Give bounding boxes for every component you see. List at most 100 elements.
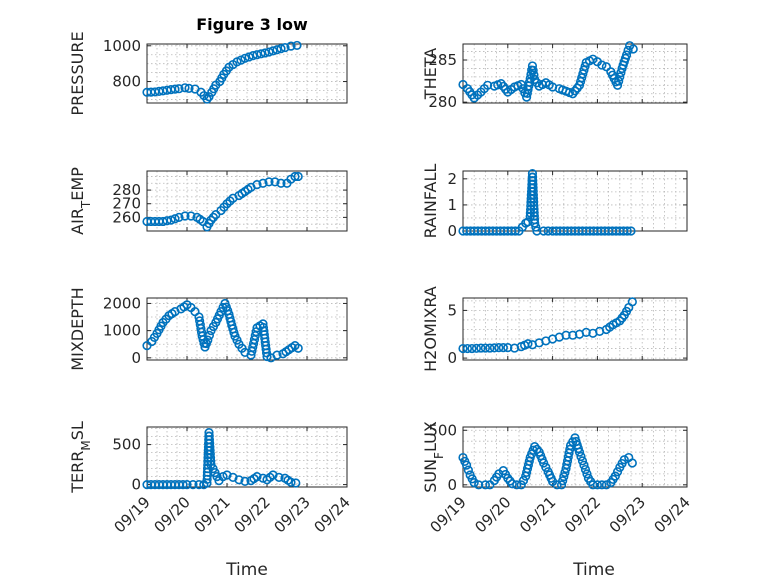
data-point (601, 480, 611, 490)
data-point (559, 472, 569, 482)
data-point (539, 226, 549, 236)
data-point (180, 83, 190, 93)
data-point (480, 343, 491, 353)
data-point (489, 343, 499, 353)
data-point (276, 178, 286, 188)
y-tick-label: 285 (428, 51, 457, 69)
data-point (290, 171, 300, 182)
x-tick-label: 09/22 (561, 493, 604, 536)
data-point (512, 480, 522, 490)
data-point (188, 480, 198, 490)
y-axis-label: AIRTEMP (68, 167, 93, 235)
data-point (467, 343, 477, 354)
subplot-4: 0 1 2 RAINFALL (421, 164, 688, 240)
data-point (186, 211, 196, 221)
data-point (485, 343, 495, 353)
data-point (527, 61, 538, 71)
data-point (258, 178, 268, 188)
x-tick-label: 09/23 (606, 493, 649, 536)
data-point (204, 330, 214, 340)
y-tick-label: 500 (112, 436, 141, 454)
data-point (541, 462, 551, 472)
data-point (471, 343, 482, 353)
data-point (286, 41, 296, 51)
data-point (627, 297, 637, 307)
data-point (474, 480, 484, 490)
data-point (272, 45, 282, 55)
y-axis-label: TERRMSL (68, 421, 93, 494)
data-point (180, 211, 190, 221)
data-point (178, 480, 188, 490)
data-point (531, 222, 541, 232)
data-point (623, 45, 633, 55)
data-point (580, 61, 590, 71)
data-point (280, 42, 290, 53)
data-point (494, 343, 504, 353)
data-point (626, 226, 636, 236)
axes-box (462, 43, 688, 104)
data-point (580, 464, 591, 475)
x-tick-label: 09/24 (651, 493, 694, 536)
y-tick-label: 0 (447, 349, 457, 367)
data-point (240, 476, 250, 487)
subplot-8: 09/19 09/20 09/21 09/22 09/23 09/24 0 500SUNFLU… (421, 421, 694, 536)
y-tick-label: 280 (428, 93, 457, 111)
data-point (621, 50, 632, 60)
data-point (240, 53, 250, 63)
data-point (203, 335, 213, 345)
axes-box (146, 426, 348, 488)
data-point (264, 47, 274, 57)
data-point (206, 215, 216, 225)
data-point (480, 480, 491, 490)
data-point (597, 480, 607, 490)
data-point (293, 171, 303, 182)
data-point (612, 80, 623, 90)
data-point (579, 460, 589, 470)
data-point (588, 54, 598, 64)
data-point (252, 180, 262, 190)
y-tick-label: 5 (447, 301, 457, 319)
y-tick-label: 0 (447, 476, 457, 494)
data-point (244, 52, 254, 62)
x-tick-label: 09/21 (516, 493, 559, 536)
y-tick-label: 0 (131, 349, 141, 367)
y-tick-label: 280 (112, 181, 141, 199)
data-point (516, 480, 526, 490)
data-point (174, 212, 184, 222)
data-point (529, 70, 539, 80)
axes-box (146, 297, 348, 361)
x-tick-label: 09/20 (471, 493, 514, 536)
data-point (202, 94, 212, 104)
data-point (610, 471, 620, 481)
data-point (182, 480, 192, 490)
data-point (286, 477, 296, 487)
y-axis-label: MIXDEPTH (68, 287, 87, 370)
data-point (272, 350, 282, 360)
data-point (291, 478, 301, 488)
data-point (577, 456, 588, 466)
data-point (264, 177, 274, 187)
y-tick-label: 2000 (103, 294, 141, 312)
data-point (539, 458, 549, 468)
y-tick-label: 0 (447, 222, 457, 240)
y-tick-label: 800 (112, 73, 141, 91)
data-point (614, 76, 624, 86)
y-tick-label: 1000 (103, 37, 141, 55)
data-point (588, 480, 598, 490)
x-tick-label: 09/19 (111, 493, 154, 536)
data-point (276, 44, 286, 54)
data-point (166, 215, 176, 225)
data-point (612, 467, 623, 477)
data-point (476, 343, 486, 353)
data-point (503, 343, 513, 353)
data-point (461, 460, 472, 470)
data-point (627, 458, 637, 468)
x-tick-label: 09/19 (427, 493, 470, 536)
x-tick-label: 09/24 (311, 493, 354, 536)
axes-box (462, 426, 688, 488)
data-point (532, 226, 542, 236)
